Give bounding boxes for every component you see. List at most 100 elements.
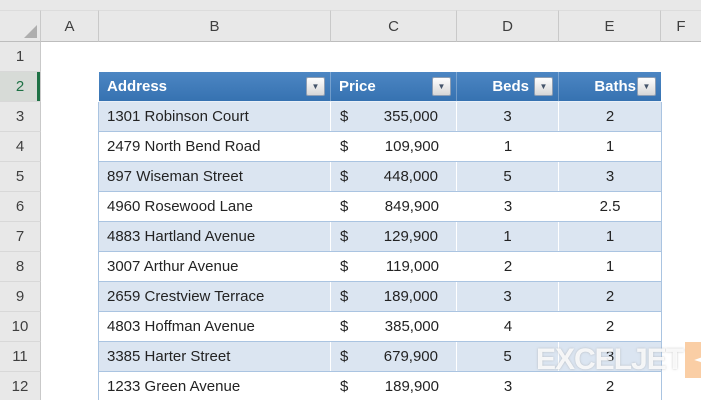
cell-price[interactable]: $385,000 xyxy=(331,312,457,341)
beds-value: 1 xyxy=(503,228,512,245)
address-value: 3385 Harter Street xyxy=(107,348,231,365)
row-header-label: 2 xyxy=(15,78,25,95)
cell-baths[interactable]: 2 xyxy=(559,282,661,311)
cell-baths[interactable]: 1 xyxy=(559,132,661,161)
cell-price[interactable]: $189,900 xyxy=(331,372,457,400)
row-header-12[interactable]: 12 xyxy=(0,372,41,400)
cell-baths[interactable]: 2 xyxy=(559,372,661,400)
beds-value: 3 xyxy=(503,378,513,395)
cell-address[interactable]: 4803 Hoffman Avenue xyxy=(99,312,331,341)
table-row: 2659 Crestview Terrace $189,000 3 2 xyxy=(99,282,661,312)
cell-beds[interactable]: 1 xyxy=(457,132,559,161)
currency-symbol: $ xyxy=(340,318,349,335)
cell-price[interactable]: $109,900 xyxy=(331,132,457,161)
exceljet-logo-box: ➤ xyxy=(685,342,701,378)
baths-header-label: Baths xyxy=(594,78,636,95)
table-header-beds[interactable]: Beds ▼ xyxy=(457,72,559,101)
address-value: 1301 Robinson Court xyxy=(107,108,249,125)
cell-price[interactable]: $448,000 xyxy=(331,162,457,191)
cell-beds[interactable]: 5 xyxy=(457,342,559,371)
address-header-label: Address xyxy=(107,78,168,95)
cell-price[interactable]: $129,900 xyxy=(331,222,457,251)
table-header-price[interactable]: Price ▼ xyxy=(331,72,457,101)
row-header-4[interactable]: 4 xyxy=(0,132,41,162)
cell-baths[interactable]: 3 xyxy=(559,342,661,371)
cell-price[interactable]: $849,900 xyxy=(331,192,457,221)
table-header-address[interactable]: Address ▼ xyxy=(99,72,331,101)
cell-baths[interactable]: 2.5 xyxy=(559,192,661,221)
baths-value: 2.5 xyxy=(599,198,621,215)
cell-beds[interactable]: 5 xyxy=(457,162,559,191)
currency-symbol: $ xyxy=(340,348,349,365)
cell-address[interactable]: 4960 Rosewood Lane xyxy=(99,192,331,221)
column-header-a[interactable]: A xyxy=(41,10,99,42)
price-value: 385,000 xyxy=(384,318,439,335)
table-row: 4883 Hartland Avenue $129,900 1 1 xyxy=(99,222,661,252)
cell-price[interactable]: $189,000 xyxy=(331,282,457,311)
column-header-b[interactable]: B xyxy=(99,10,331,42)
filter-button-baths[interactable]: ▼ xyxy=(637,77,656,96)
filter-arrow-icon: ▼ xyxy=(642,81,651,91)
cell-price[interactable]: $119,000 xyxy=(331,252,457,281)
table-row: 4960 Rosewood Lane $849,900 3 2.5 xyxy=(99,192,661,222)
price-value: 355,000 xyxy=(383,108,438,125)
cell-address[interactable]: 3007 Arthur Avenue xyxy=(99,252,331,281)
column-header-f[interactable]: F xyxy=(661,10,701,42)
row-header-7[interactable]: 7 xyxy=(0,222,41,252)
cell-beds[interactable]: 4 xyxy=(457,312,559,341)
price-value: 679,900 xyxy=(383,348,438,365)
cell-beds[interactable]: 3 xyxy=(457,282,559,311)
column-header-d[interactable]: D xyxy=(457,10,559,42)
cell-beds[interactable]: 1 xyxy=(457,222,559,251)
row-header-3[interactable]: 3 xyxy=(0,102,41,132)
active-row-indicator xyxy=(37,72,40,101)
select-all-corner[interactable] xyxy=(0,10,41,42)
column-header-e[interactable]: E xyxy=(559,10,661,42)
cell-beds[interactable]: 3 xyxy=(457,102,559,131)
filter-button-beds[interactable]: ▼ xyxy=(534,77,553,96)
cell-baths[interactable]: 3 xyxy=(559,162,661,191)
filter-button-price[interactable]: ▼ xyxy=(432,77,451,96)
cell-address[interactable]: 2479 North Bend Road xyxy=(99,132,331,161)
table-header-baths[interactable]: Baths ▼ xyxy=(559,72,661,101)
address-value: 1233 Green Avenue xyxy=(107,378,241,395)
column-header-c[interactable]: C xyxy=(331,10,457,42)
cell-address[interactable]: 3385 Harter Street xyxy=(99,342,331,371)
row-header-2-active[interactable]: 2 xyxy=(0,72,41,102)
currency-symbol: $ xyxy=(340,288,349,305)
cell-baths[interactable]: 2 xyxy=(559,312,661,341)
cell-beds[interactable]: 2 xyxy=(457,252,559,281)
address-value: 2479 North Bend Road xyxy=(107,138,261,155)
cell-address[interactable]: 897 Wiseman Street xyxy=(99,162,331,191)
cell-beds[interactable]: 3 xyxy=(457,372,559,400)
price-value: 448,000 xyxy=(383,168,438,185)
row-header-5[interactable]: 5 xyxy=(0,162,41,192)
cell-price[interactable]: $679,900 xyxy=(331,342,457,371)
price-value: 119,000 xyxy=(385,258,439,275)
row-header-9[interactable]: 9 xyxy=(0,282,41,312)
cell-baths[interactable]: 1 xyxy=(559,252,661,281)
table-row: 3007 Arthur Avenue $119,000 2 1 xyxy=(99,252,661,282)
row-header-6[interactable]: 6 xyxy=(0,192,41,222)
beds-value: 3 xyxy=(503,198,513,215)
cell-baths[interactable]: 2 xyxy=(559,102,661,131)
row-header-10[interactable]: 10 xyxy=(0,312,41,342)
filter-button-address[interactable]: ▼ xyxy=(306,77,325,96)
cell-address[interactable]: 1301 Robinson Court xyxy=(99,102,331,131)
row-header-11[interactable]: 11 xyxy=(0,342,41,372)
row-header-8[interactable]: 8 xyxy=(0,252,41,282)
baths-value: 2 xyxy=(605,288,615,305)
beds-value: 4 xyxy=(503,318,513,335)
address-value: 4883 Hartland Avenue xyxy=(107,228,256,245)
cell-address[interactable]: 4883 Hartland Avenue xyxy=(99,222,331,251)
cell-address[interactable]: 2659 Crestview Terrace xyxy=(99,282,331,311)
cell-baths[interactable]: 1 xyxy=(559,222,661,251)
cell-price[interactable]: $355,000 xyxy=(331,102,457,131)
baths-value: 3 xyxy=(605,348,615,365)
row-header-1[interactable]: 1 xyxy=(0,42,41,72)
cell-address[interactable]: 1233 Green Avenue xyxy=(99,372,331,400)
cell-beds[interactable]: 3 xyxy=(457,192,559,221)
address-value: 4960 Rosewood Lane xyxy=(107,198,253,215)
price-header-label: Price xyxy=(339,78,376,95)
table-row: 2479 North Bend Road $109,900 1 1 xyxy=(99,132,661,162)
